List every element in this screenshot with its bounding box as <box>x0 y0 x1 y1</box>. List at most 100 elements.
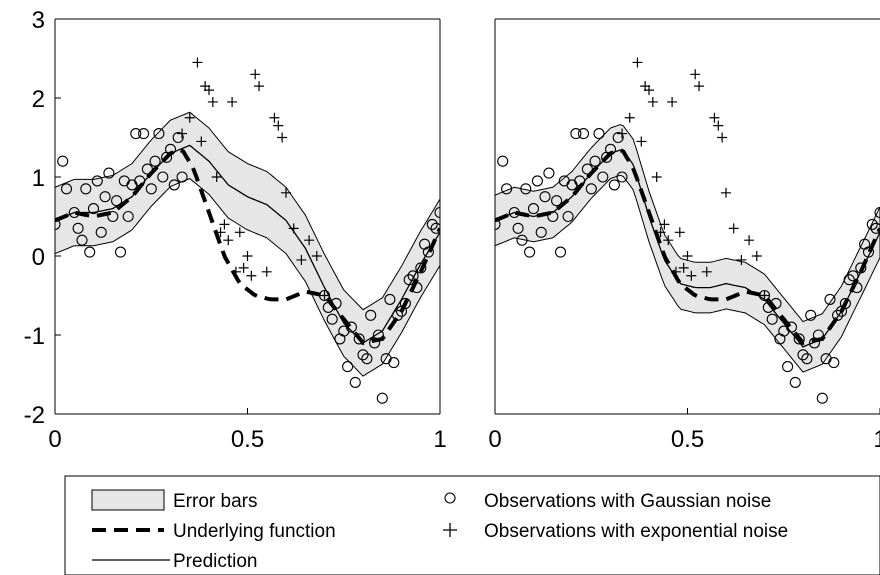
gaussian-observation-point <box>597 171 609 183</box>
x-tick-label: 1 <box>873 426 880 453</box>
exponential-observation-point <box>744 235 755 246</box>
gaussian-observation-point <box>839 297 851 309</box>
exponential-observation-point <box>288 223 299 234</box>
gaussian-observation-point <box>345 321 357 333</box>
gaussian-observation-point <box>612 131 624 144</box>
exponential-observation-point <box>273 120 284 131</box>
gaussian-observation-point <box>415 262 427 274</box>
x-tick-label: 1 <box>433 426 446 453</box>
y-tick-label: 1 <box>32 165 45 192</box>
gaussian-observation-point <box>149 155 161 167</box>
gaussian-observation-point <box>577 128 590 140</box>
exponential-observation-point <box>644 85 654 96</box>
legend-gaussian-marker <box>444 492 456 504</box>
exponential-observation-point <box>728 223 739 234</box>
underlying-function-line <box>55 147 440 346</box>
exponential-observation-point <box>281 187 291 198</box>
y-tick-label: -1 <box>24 323 45 350</box>
gaussian-observation-point <box>426 218 438 230</box>
gaussian-observation-point <box>855 262 867 274</box>
gaussian-observation-point <box>524 246 536 258</box>
y-tick-label: 0 <box>32 244 45 271</box>
gaussian-observation-point <box>111 195 123 207</box>
legend-error-bars-label: Error bars <box>173 491 257 512</box>
exponential-observation-point <box>319 290 330 301</box>
legend-underlying-function-label: Underlying function <box>173 521 336 542</box>
gaussian-observation-point <box>797 349 809 361</box>
gaussian-observation-point <box>535 226 547 238</box>
exponential-observation-point <box>632 57 643 68</box>
exponential-observation-point <box>667 96 678 107</box>
exponential-observation-point <box>636 136 647 147</box>
gaussian-observation-point <box>851 282 863 294</box>
exponential-observation-point <box>751 251 762 261</box>
exponential-observation-point <box>651 172 662 182</box>
gaussian-observation-point <box>782 361 794 373</box>
exponential-observation-point <box>254 81 265 92</box>
gaussian-observation-point <box>349 376 361 388</box>
exponential-observation-point <box>242 251 253 261</box>
gaussian-observation-point <box>434 206 440 219</box>
exponential-observation-point <box>230 266 241 277</box>
gaussian-observation-point <box>430 222 440 234</box>
gaussian-observation-point <box>574 175 586 187</box>
gaussian-observation-point <box>616 171 628 183</box>
gaussian-observation-point <box>403 274 415 286</box>
x-tick-label: 0.5 <box>671 426 704 453</box>
gaussian-observation-point <box>608 179 620 191</box>
gaussian-observation-point <box>527 203 540 215</box>
gaussian-observation-point <box>134 175 146 187</box>
gaussian-observation-point <box>793 333 805 345</box>
gaussian-observation-point <box>828 357 840 369</box>
gaussian-observation-point <box>357 349 369 361</box>
gaussian-observation-point <box>554 246 567 258</box>
gaussian-observation-point <box>84 246 96 258</box>
exponential-observation-point <box>204 85 214 96</box>
gaussian-observation-point <box>411 282 423 294</box>
gaussian-observation-point <box>372 329 384 341</box>
exponential-observation-point <box>690 69 701 80</box>
exponential-observation-point <box>678 262 689 273</box>
gaussian-observation-point <box>103 167 115 179</box>
gaussian-observation-point <box>392 309 404 321</box>
gaussian-observation-point <box>547 210 559 223</box>
gaussian-observation-point <box>353 333 365 345</box>
gaussian-observation-point <box>816 392 828 404</box>
legend-exponential-marker <box>443 523 457 537</box>
exponential-observation-point <box>701 266 712 277</box>
exponential-observation-point <box>617 128 628 139</box>
exponential-observation-point <box>694 81 705 92</box>
gaussian-observation-point <box>164 143 177 155</box>
x-tick-label: 0 <box>488 426 501 453</box>
gaussian-observation-point <box>551 195 563 207</box>
exponential-observation-point <box>304 235 315 246</box>
left-panel: 0 0.5 1 -2 -1 0 1 2 3 <box>24 7 447 453</box>
legend-prediction-label: Prediction <box>173 551 258 572</box>
exponential-observation-point <box>269 112 280 123</box>
gaussian-observation-point <box>562 210 574 223</box>
gaussian-observation-point <box>585 183 597 195</box>
gaussian-observation-point <box>766 313 778 325</box>
gaussian-observation-point <box>593 128 605 140</box>
gaussian-observation-point <box>874 206 880 219</box>
gaussian-observation-point <box>495 218 501 230</box>
exponential-observation-point <box>211 172 222 182</box>
exponential-observation-point <box>759 290 770 301</box>
exponential-observation-point <box>196 136 207 147</box>
gaussian-observation-point <box>57 155 69 167</box>
gaussian-observation-point <box>407 270 419 282</box>
gaussian-observation-point <box>862 246 875 258</box>
gaussian-observation-point <box>91 175 103 187</box>
gaussian-observation-point <box>122 210 134 223</box>
gaussian-observation-point <box>342 361 354 373</box>
exponential-observation-point <box>721 187 731 198</box>
gaussian-observation-point <box>539 191 551 203</box>
gaussian-observation-point <box>866 218 878 230</box>
gaussian-observation-point <box>107 210 119 223</box>
gaussian-observation-point <box>130 128 142 140</box>
gaussian-observation-point <box>789 376 801 388</box>
exponential-observation-point <box>736 254 747 265</box>
gaussian-observation-point <box>376 392 388 404</box>
exponential-observation-point <box>709 112 720 123</box>
gaussian-observation-point <box>72 222 84 234</box>
